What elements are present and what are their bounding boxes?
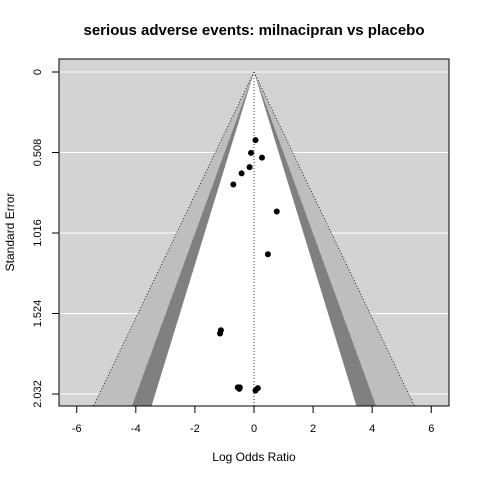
x-axis-label: Log Odds Ratio (212, 450, 296, 464)
study-point (246, 164, 253, 171)
y-axis: 0 0.508 1.016 1.524 2.032 (32, 69, 60, 408)
study-point (252, 387, 259, 394)
plot-area (58, 58, 450, 407)
x-tick-label: -4 (131, 423, 141, 435)
x-tick-label: -6 (72, 423, 82, 435)
study-point (238, 170, 245, 177)
y-tick-label: 2.032 (32, 380, 44, 408)
study-point (230, 181, 237, 188)
x-tick-label: -2 (190, 423, 200, 435)
x-axis: -6 -4 -2 0 2 4 6 (72, 405, 434, 435)
x-tick-label: 6 (428, 423, 434, 435)
x-tick-label: 2 (310, 423, 316, 435)
study-point (258, 154, 265, 161)
y-axis-label: Standard Error (3, 193, 17, 272)
study-point (248, 149, 255, 156)
study-point (264, 251, 271, 258)
study-point (252, 137, 259, 144)
chart-title: serious adverse events: milnacipran vs p… (84, 22, 425, 39)
x-tick-label: 0 (251, 423, 257, 435)
x-tick-label: 4 (369, 423, 375, 435)
y-tick-label: 0.508 (32, 139, 44, 167)
y-tick-label: 1.016 (32, 219, 44, 247)
contour-region (151, 72, 357, 406)
study-point (236, 385, 243, 392)
study-point (217, 330, 224, 337)
y-tick-label: 1.524 (32, 300, 44, 328)
study-point (273, 208, 280, 215)
y-tick-label: 0 (32, 69, 44, 75)
